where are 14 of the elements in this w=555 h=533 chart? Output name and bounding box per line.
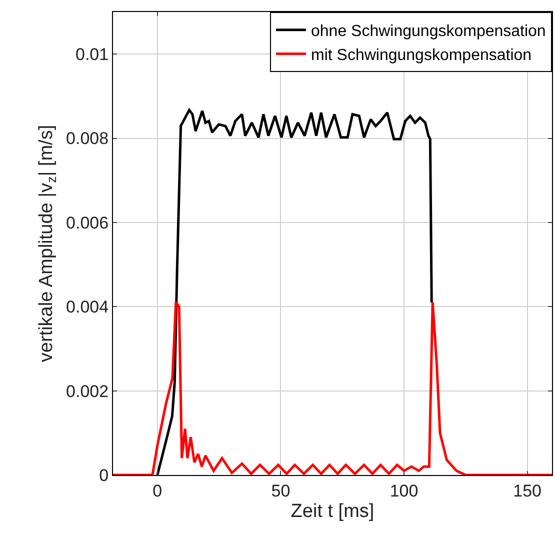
- y-tick-label: 0.008: [66, 129, 109, 148]
- y-tick-label: 0.006: [66, 213, 109, 232]
- y-tick-label: 0.004: [66, 298, 109, 317]
- x-tick-label: 150: [513, 481, 542, 500]
- y-tick-label: 0: [99, 466, 109, 485]
- y-tick-label: 0.002: [66, 382, 109, 401]
- legend-label: mit Schwingungskompensation: [311, 46, 532, 64]
- x-tick-label: 100: [390, 481, 418, 500]
- x-tick-label: 0: [152, 481, 162, 500]
- x-tick-label: 50: [271, 481, 290, 500]
- line-series: [113, 301, 552, 475]
- x-axis-title: Zeit t [ms]: [290, 501, 374, 522]
- y-tick-label: 0.01: [76, 45, 109, 64]
- legend-label: ohne Schwingungskompensation: [311, 23, 546, 40]
